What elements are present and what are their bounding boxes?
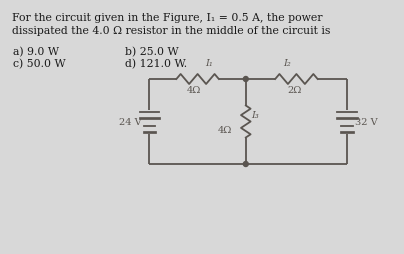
Text: a) 9.0 W: a) 9.0 W xyxy=(13,47,59,57)
Text: dissipated the 4.0 Ω resistor in the middle of the circuit is: dissipated the 4.0 Ω resistor in the mid… xyxy=(12,26,330,36)
Text: 2Ω: 2Ω xyxy=(287,86,302,95)
Text: I₂: I₂ xyxy=(283,59,290,68)
Text: 24 V: 24 V xyxy=(119,118,142,126)
Text: I₁: I₁ xyxy=(205,59,213,68)
Text: c) 50.0 W: c) 50.0 W xyxy=(13,59,66,69)
Text: I₃: I₃ xyxy=(252,110,259,119)
Text: 4Ω: 4Ω xyxy=(187,86,201,95)
Text: d) 121.0 W.: d) 121.0 W. xyxy=(125,59,187,69)
Circle shape xyxy=(243,162,248,167)
Circle shape xyxy=(243,77,248,82)
Text: 4Ω: 4Ω xyxy=(218,125,232,134)
Text: 32 V: 32 V xyxy=(355,118,377,126)
Text: For the circuit given in the Figure, I₁ = 0.5 A, the power: For the circuit given in the Figure, I₁ … xyxy=(12,13,322,23)
Text: b) 25.0 W: b) 25.0 W xyxy=(125,47,179,57)
